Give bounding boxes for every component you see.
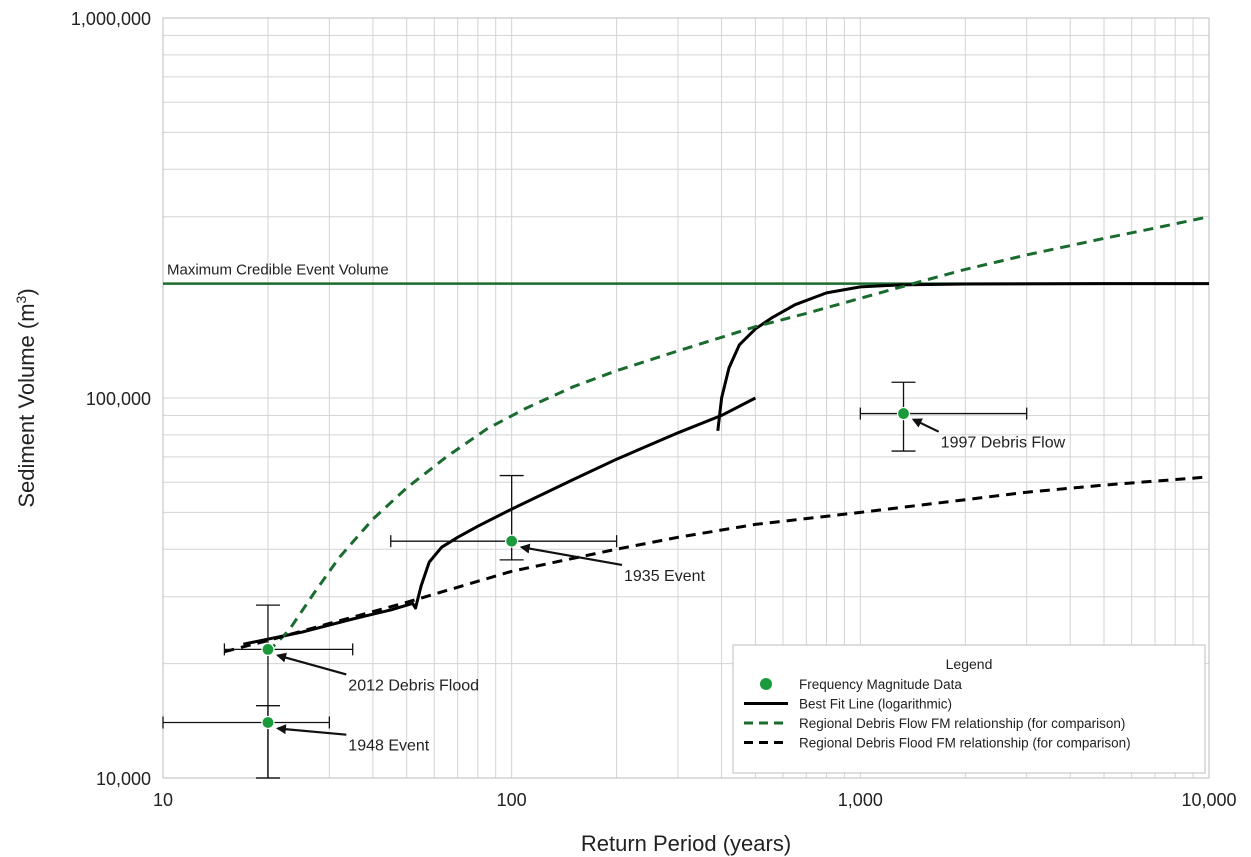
- error-bar: [390, 474, 618, 561]
- error-bars: [162, 381, 1028, 779]
- best-fit-line: [242, 396, 757, 646]
- data-point: [261, 642, 275, 656]
- data-point: [505, 534, 519, 548]
- legend: Legend Frequency Magnitude Data Best Fit …: [732, 644, 1206, 774]
- max-credible-event-label: Maximum Credible Event Volume: [167, 262, 389, 279]
- error-bar: [223, 604, 354, 779]
- y-tick-label: 10,000: [96, 769, 151, 789]
- x-tick-labels: 10 100 1,000 10,000: [153, 790, 1237, 810]
- annotation-arrow: [519, 543, 623, 567]
- legend-label: Regional Debris Flow FM relationship (fo…: [799, 716, 1125, 731]
- point-label: 2012 Debris Flood: [348, 677, 479, 694]
- x-axis-title: Return Period (years): [581, 831, 791, 856]
- y-axis-title-main: Sediment Volume (m: [14, 303, 39, 507]
- plot-frame: [162, 17, 1210, 779]
- annotation-arrow: [275, 724, 347, 736]
- legend-items: Frequency Magnitude Data Best Fit Line (l…: [744, 677, 1131, 751]
- error-bar: [162, 705, 331, 779]
- data-points: [261, 406, 911, 730]
- x-tick-label: 1,000: [838, 790, 883, 810]
- x-tick-label: 100: [497, 790, 527, 810]
- annotation-arrow: [276, 652, 347, 676]
- y-tick-label: 100,000: [86, 389, 151, 409]
- series-lines: [224, 215, 1210, 654]
- annotation-arrow: [911, 418, 940, 433]
- regional-debris-flood-line: [224, 475, 1210, 654]
- regional-debris-flow-line: [266, 215, 1210, 653]
- legend-title: Legend: [946, 656, 993, 672]
- point-annotations: 1948 Event 2012 Debris Flood 1935 Event 199…: [275, 418, 1066, 755]
- data-point: [261, 715, 275, 730]
- y-axis-title-end: ): [14, 288, 39, 295]
- best-fit-line: [716, 282, 1209, 431]
- x-tick-label: 10,000: [1181, 790, 1236, 810]
- y-axis-title-sup: 3: [13, 295, 29, 303]
- y-tick-label: 1,000,000: [71, 9, 151, 29]
- point-label: 1997 Debris Flow: [941, 435, 1066, 452]
- legend-box: [732, 644, 1206, 774]
- legend-label: Regional Debris Flood FM relationship (f…: [799, 736, 1131, 751]
- y-axis-title: Sediment Volume (m3): [13, 288, 39, 507]
- legend-label: Frequency Magnitude Data: [799, 677, 962, 692]
- data-point: [896, 406, 911, 421]
- point-label: 1948 Event: [348, 738, 430, 755]
- y-tick-labels: 10,000 100,000 1,000,000: [71, 9, 151, 789]
- legend-marker: [760, 678, 772, 690]
- x-tick-label: 10: [153, 790, 173, 810]
- point-label: 1935 Event: [624, 568, 706, 585]
- legend-label: Best Fit Line (logarithmic): [799, 697, 952, 712]
